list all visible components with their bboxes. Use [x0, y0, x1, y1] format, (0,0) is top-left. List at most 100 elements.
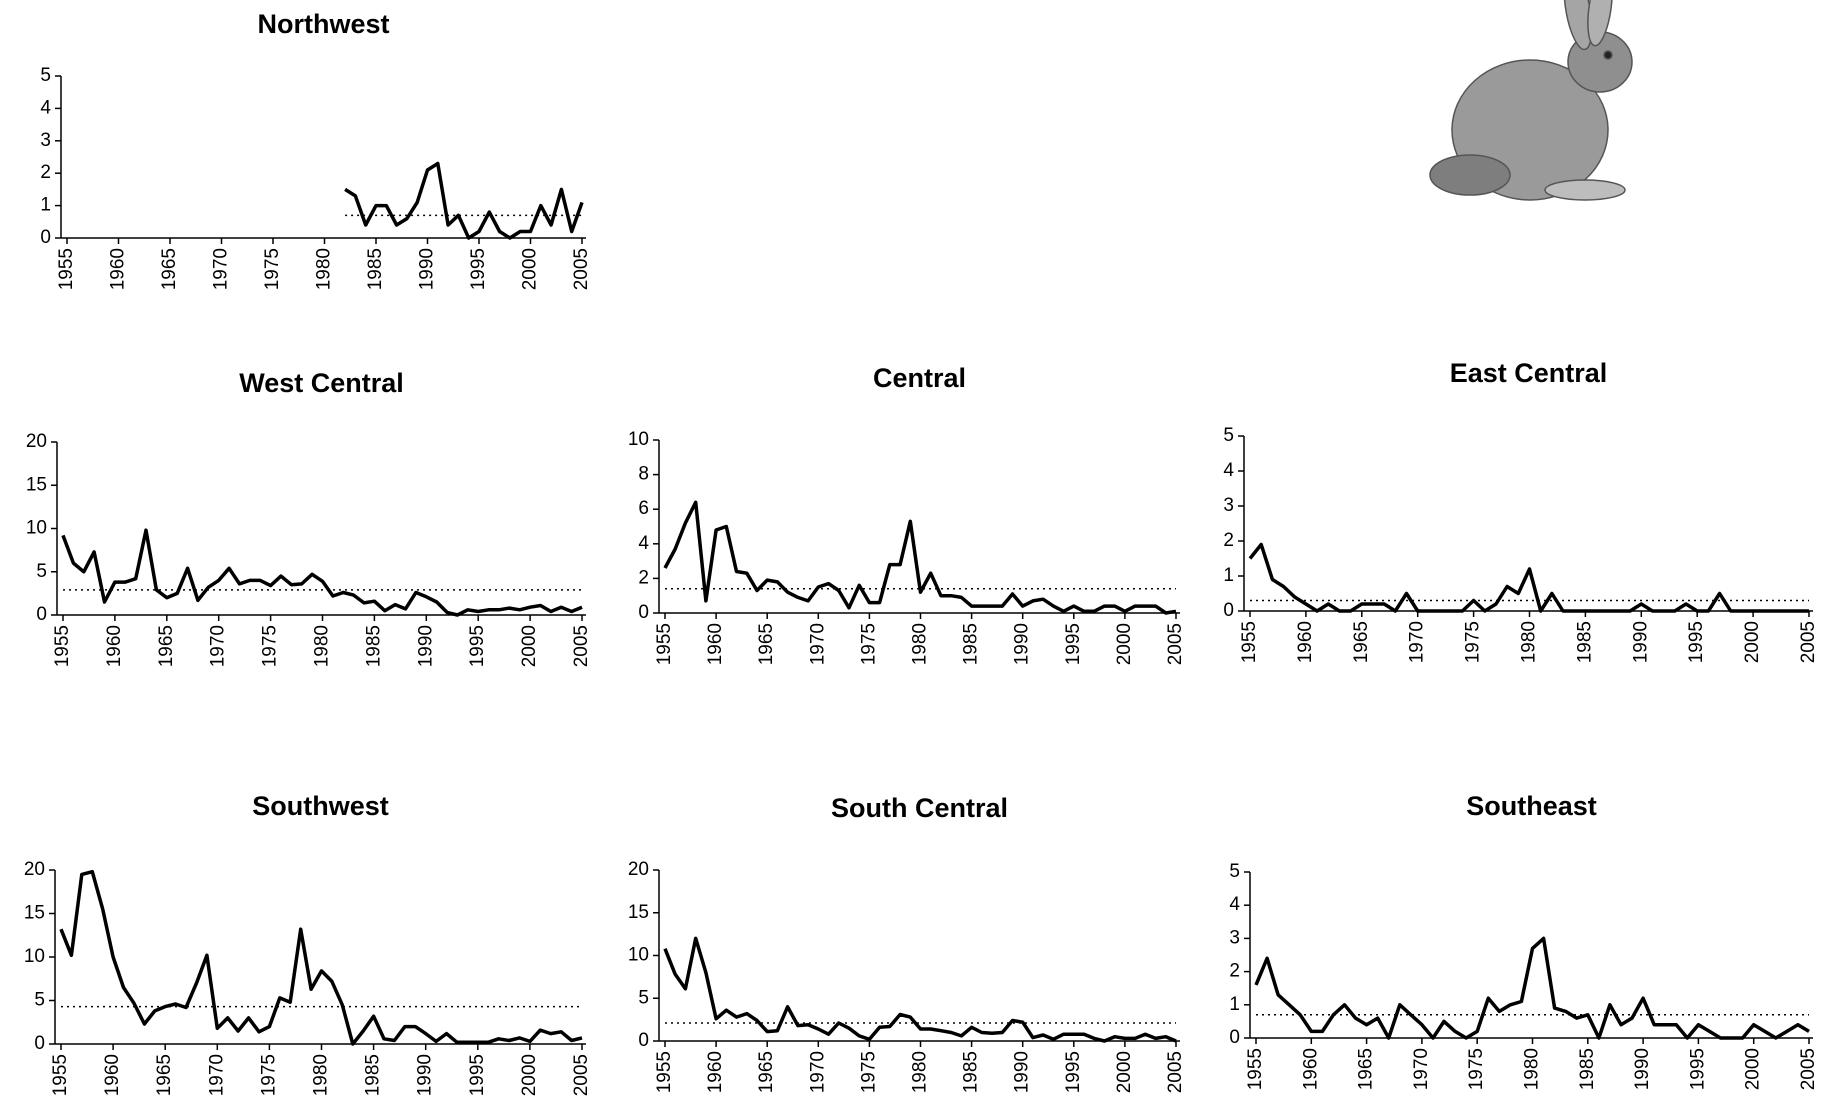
x-tick-label: 1980 — [312, 625, 333, 667]
data-line — [344, 161, 584, 240]
x-tick-label: 2000 — [520, 248, 541, 290]
x-tick-label: 2000 — [1114, 1051, 1135, 1093]
x-tick-label: 1955 — [654, 1051, 675, 1093]
x-tick-label: 1990 — [1012, 1051, 1033, 1093]
x-tick-label: 1980 — [311, 1054, 332, 1096]
y-tick-label: 10 — [628, 945, 649, 966]
x-tick-label: 1960 — [102, 1054, 123, 1096]
y-tick-label: 5 — [1223, 425, 1234, 446]
y-tick-label: 2 — [1229, 961, 1240, 982]
x-tick-label: 2005 — [1165, 623, 1186, 665]
x-tick-label: 1975 — [858, 623, 879, 665]
x-tick-label: 2005 — [571, 1054, 592, 1096]
x-tick-label: 1980 — [1522, 1048, 1543, 1090]
y-tick-label: 3 — [1229, 927, 1240, 948]
x-tick-label: 1980 — [910, 623, 931, 665]
x-tick-label: 1985 — [365, 248, 386, 290]
x-tick-label: 2000 — [1743, 1048, 1764, 1090]
y-tick-label: 4 — [638, 533, 649, 554]
x-tick-label: 1975 — [1463, 621, 1484, 663]
y-tick-label: 0 — [1223, 600, 1234, 621]
x-tick-label: 1975 — [260, 625, 281, 667]
x-tick-label: 1985 — [961, 1051, 982, 1093]
y-tick-label: 4 — [40, 97, 51, 118]
x-tick-label: 1970 — [208, 625, 229, 667]
x-tick-label: 1955 — [1245, 1048, 1266, 1090]
x-tick-label: 1960 — [1295, 621, 1316, 663]
y-tick-label: 0 — [1229, 1027, 1240, 1048]
x-tick-label: 1990 — [1630, 621, 1651, 663]
x-tick-label: 1965 — [756, 1051, 777, 1093]
x-tick-label: 1955 — [654, 623, 675, 665]
y-tick-label: 15 — [24, 903, 45, 924]
chart-title: South Central — [831, 793, 1008, 823]
x-tick-label: 1970 — [807, 1051, 828, 1093]
x-tick-label: 1960 — [108, 248, 129, 290]
y-tick-label: 5 — [34, 990, 45, 1011]
x-tick-label: 2000 — [519, 1054, 540, 1096]
x-tick-label: 1965 — [156, 625, 177, 667]
x-tick-label: 2000 — [519, 625, 540, 667]
x-tick-label: 1985 — [363, 625, 384, 667]
x-tick-label: 1990 — [1632, 1048, 1653, 1090]
x-tick-label: 1995 — [1063, 1051, 1084, 1093]
y-tick-label: 5 — [1229, 861, 1240, 882]
x-tick-label: 2005 — [571, 625, 592, 667]
x-tick-label: 1990 — [415, 1054, 436, 1096]
y-tick-label: 5 — [638, 987, 649, 1008]
y-tick-label: 20 — [24, 859, 45, 880]
y-tick-label: 2 — [638, 567, 649, 588]
y-tick-label: 3 — [40, 130, 51, 151]
x-tick-label: 1995 — [467, 625, 488, 667]
x-tick-label: 1965 — [159, 248, 180, 290]
x-tick-label: 1990 — [417, 248, 438, 290]
x-tick-label: 1970 — [211, 248, 232, 290]
chart-title: Southeast — [1466, 791, 1597, 821]
chart-title: West Central — [239, 368, 404, 398]
x-tick-label: 1980 — [314, 248, 335, 290]
y-tick-label: 0 — [34, 1033, 45, 1054]
x-tick-label: 1955 — [56, 248, 77, 290]
y-tick-label: 15 — [628, 902, 649, 923]
hare-illustration — [1429, 0, 1633, 201]
x-tick-label: 2000 — [1114, 623, 1135, 665]
x-tick-label: 2000 — [1742, 621, 1763, 663]
x-tick-label: 1995 — [1687, 1048, 1708, 1090]
x-tick-label: 1995 — [467, 1054, 488, 1096]
x-tick-label: 1970 — [206, 1054, 227, 1096]
x-tick-label: 2005 — [1798, 621, 1819, 663]
x-tick-label: 2005 — [1165, 1051, 1186, 1093]
x-tick-label: 1980 — [1519, 621, 1540, 663]
x-tick-label: 1985 — [961, 623, 982, 665]
x-tick-label: 2005 — [1798, 1048, 1819, 1090]
x-tick-label: 1990 — [1012, 623, 1033, 665]
x-tick-label: 1955 — [50, 1054, 71, 1096]
y-tick-label: 5 — [40, 65, 51, 86]
x-tick-label: 1970 — [807, 623, 828, 665]
x-tick-label: 1995 — [1686, 621, 1707, 663]
x-tick-label: 1955 — [52, 625, 73, 667]
x-tick-label: 1960 — [104, 625, 125, 667]
y-tick-label: 1 — [40, 195, 51, 216]
y-tick-label: 10 — [26, 518, 47, 539]
y-tick-label: 2 — [40, 162, 51, 183]
y-tick-label: 3 — [1223, 495, 1234, 516]
x-tick-label: 1960 — [705, 1051, 726, 1093]
x-tick-label: 2005 — [571, 248, 592, 290]
chart-title: Northwest — [257, 9, 389, 39]
x-tick-label: 1975 — [262, 248, 283, 290]
y-tick-label: 2 — [1223, 530, 1234, 551]
x-tick-label: 1990 — [415, 625, 436, 667]
y-tick-label: 4 — [1229, 894, 1240, 915]
x-tick-label: 1960 — [1300, 1048, 1321, 1090]
y-tick-label: 1 — [1229, 994, 1240, 1015]
x-tick-label: 1975 — [1466, 1048, 1487, 1090]
x-tick-label: 1980 — [910, 1051, 931, 1093]
y-tick-label: 20 — [26, 431, 47, 452]
data-line — [61, 528, 583, 617]
y-tick-label: 6 — [638, 498, 649, 519]
y-tick-label: 0 — [638, 1030, 649, 1051]
y-tick-label: 8 — [638, 464, 649, 485]
